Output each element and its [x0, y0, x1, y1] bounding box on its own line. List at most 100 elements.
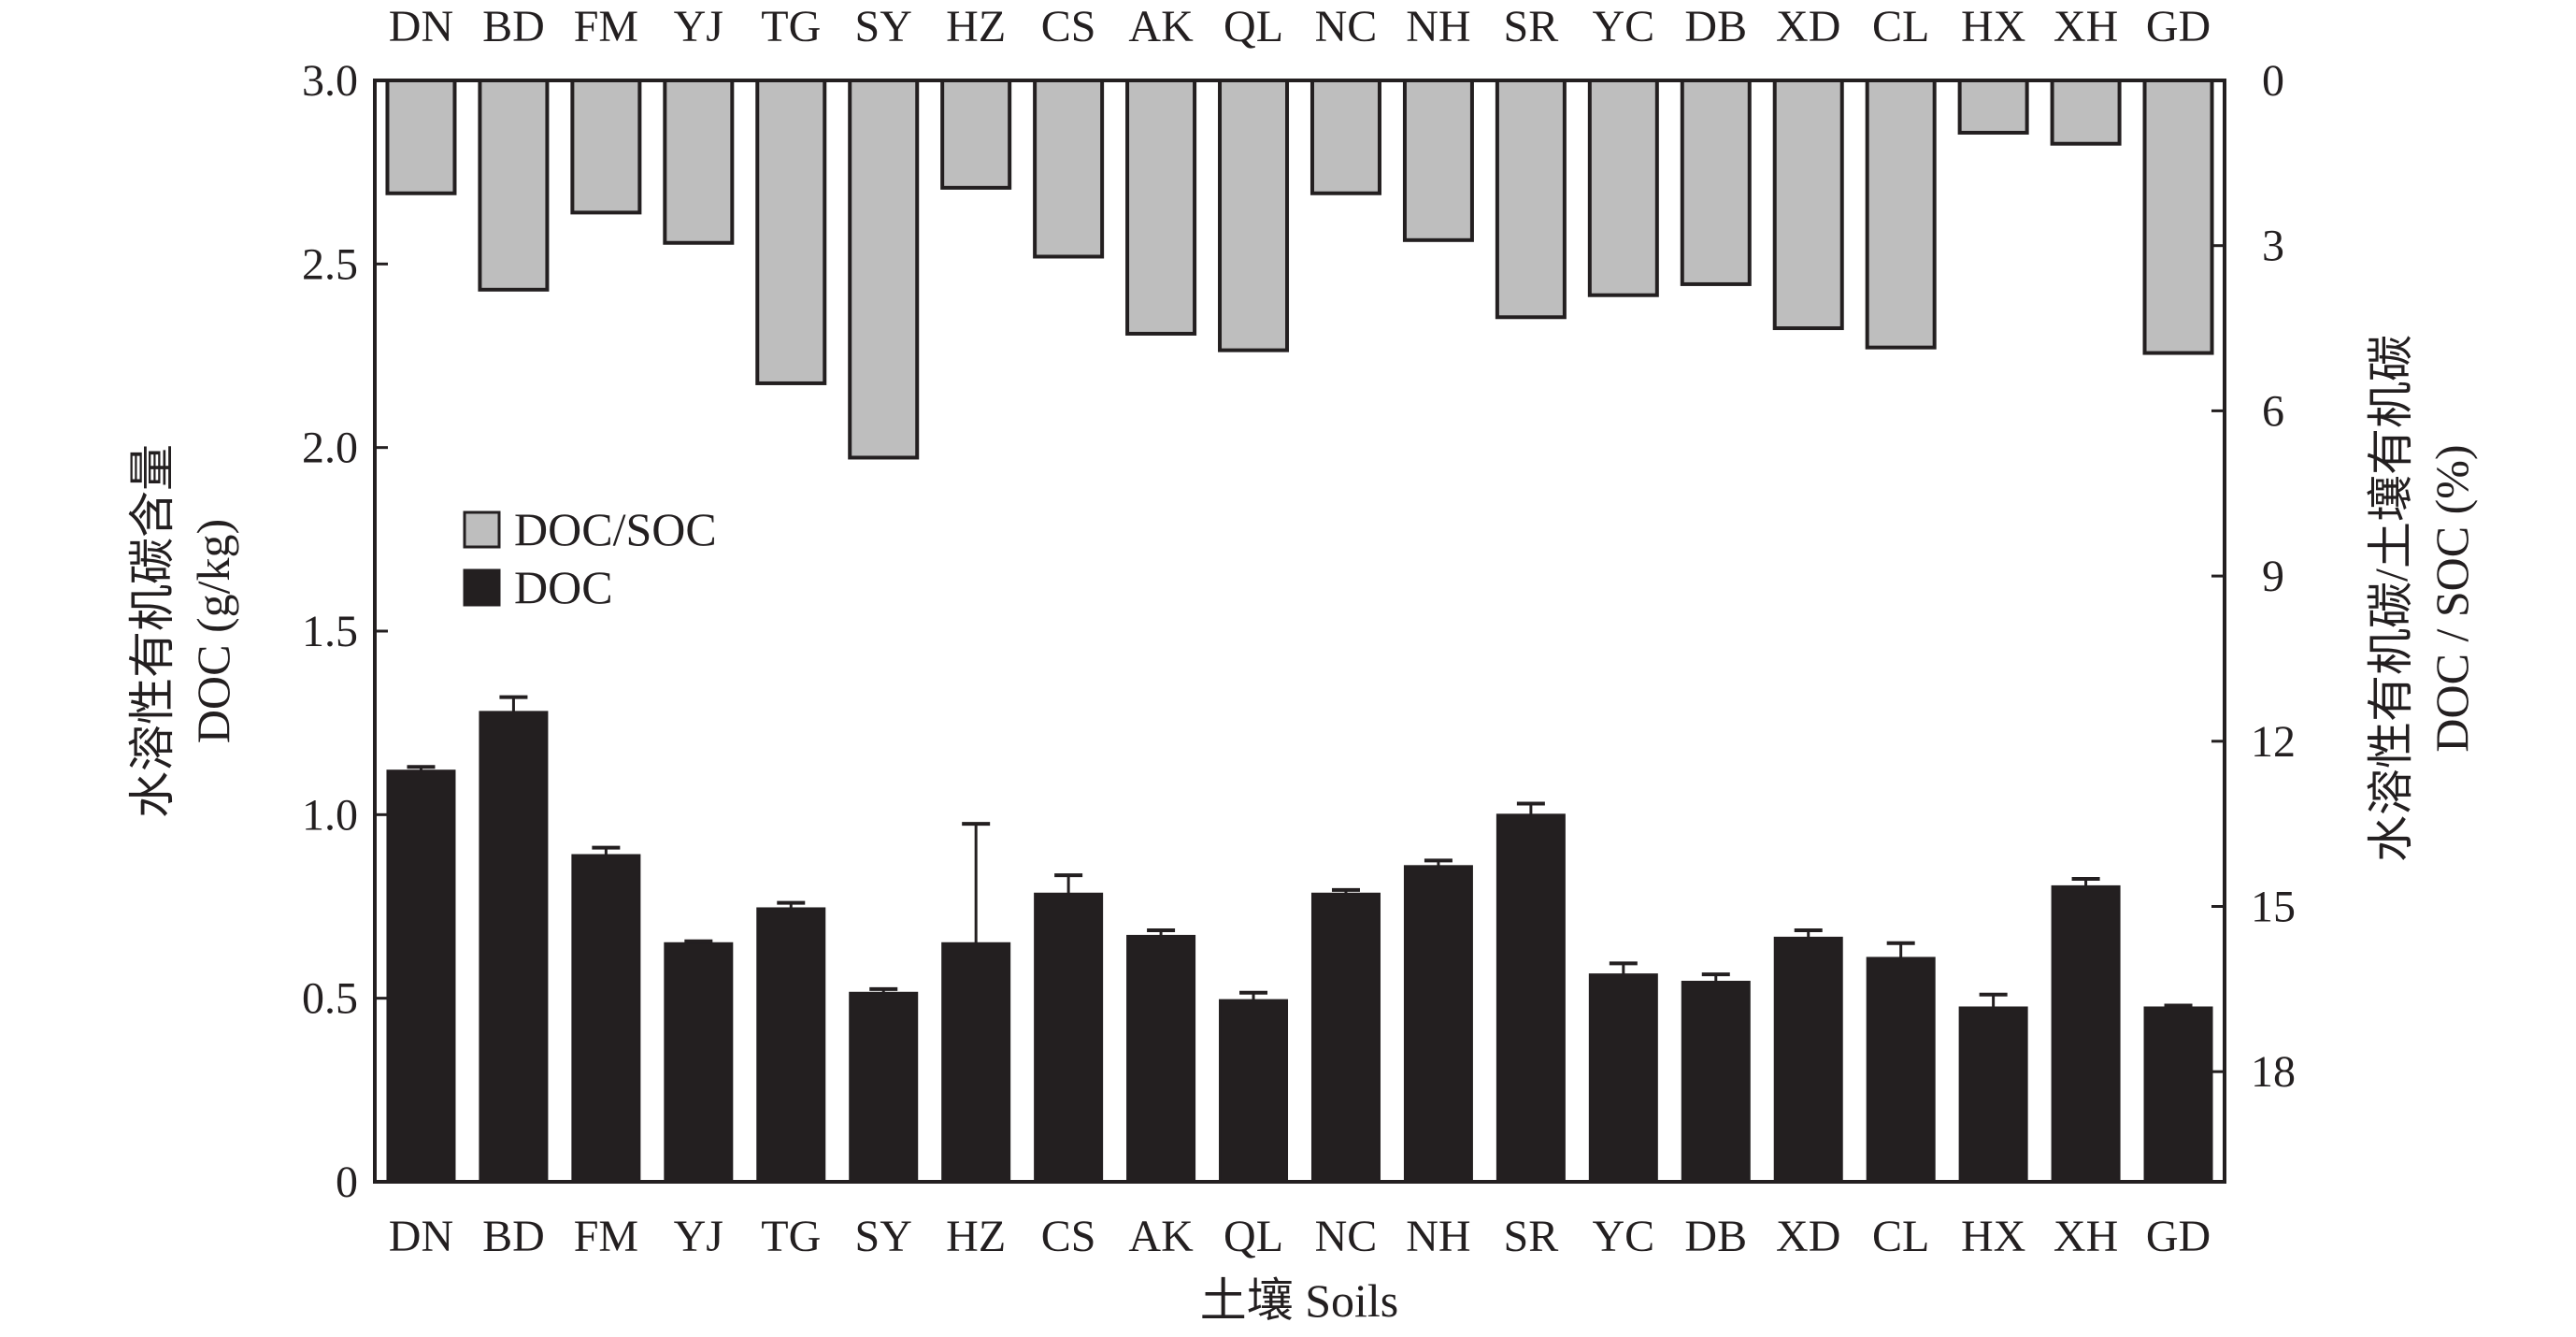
left-tick-label-1-5: 1.5 [302, 607, 358, 656]
doc-bar-sr [1496, 813, 1566, 1183]
bottom-category-label-xh: XH [2054, 1212, 2118, 1261]
doc-bar-xd [1773, 936, 1843, 1183]
doc-bar-cl [1866, 956, 1936, 1184]
left-tick-label-0-5: 0.5 [302, 974, 358, 1024]
doc-bar-cs [1034, 892, 1104, 1183]
doc-soc-bar-ak [1125, 79, 1197, 336]
left-tick-label-2-5: 2.5 [302, 239, 358, 289]
doc-soc-bar-gd [2142, 79, 2214, 355]
top-category-label-gd: GD [2146, 2, 2211, 51]
doc-soc-bar-sr [1495, 79, 1567, 320]
axes-group [373, 79, 2226, 1184]
bottom-category-label-sy: SY [855, 1212, 912, 1261]
doc-soc-bar-yj [663, 79, 735, 245]
bottom-category-label-fm: FM [574, 1212, 638, 1261]
doc-soc-bar-sy [848, 79, 920, 460]
bottom-category-label-dn: DN [389, 1212, 453, 1261]
doc-soc-bar-cs [1033, 79, 1105, 259]
doc-bar-nh [1403, 865, 1473, 1183]
top-category-label-sy: SY [855, 2, 912, 51]
bottom-category-label-db: DB [1684, 1212, 1747, 1261]
top-category-label-dn: DN [389, 2, 453, 51]
left-axis-ticks: 0 0.5 1.0 1.5 2.0 2.5 3.0 [302, 56, 388, 1207]
top-category-label-ql: QL [1224, 2, 1283, 51]
doc-soc-bar-nc [1309, 79, 1381, 195]
bottom-category-label-hx: HX [1961, 1212, 2025, 1261]
left-tick-label-1-0: 1.0 [302, 790, 358, 840]
doc-bar-yc [1588, 973, 1658, 1183]
right-tick-label-9: 9 [2262, 552, 2284, 601]
doc-bar-tg [756, 907, 826, 1183]
legend: DOC/SOC DOC [463, 503, 717, 613]
error-bars-group [407, 695, 2193, 1008]
doc-soc-bar-db [1680, 79, 1752, 286]
doc-bars-group [386, 711, 2213, 1184]
right-tick-label-15: 15 [2251, 883, 2296, 932]
x-axis-title: 土壤 Soils [1200, 1274, 1399, 1327]
right-tick-label-18: 18 [2251, 1047, 2296, 1097]
bottom-category-label-hz: HZ [946, 1212, 1006, 1261]
legend-swatch-doc [463, 568, 501, 607]
doc-soc-bar-hz [940, 79, 1012, 190]
right-axis-title-en: DOC / SOC (%) [2426, 444, 2478, 752]
legend-label-doc-soc: DOC/SOC [514, 503, 717, 555]
top-category-label-hx: HX [1961, 2, 2025, 51]
legend-swatch-doc-soc [463, 510, 501, 549]
doc-bar-xh [2051, 884, 2121, 1183]
right-tick-label-0: 0 [2262, 56, 2284, 106]
top-category-label-nh: NH [1406, 2, 1470, 51]
right-axis-title-cn: 水溶性有机碳/土壤有机碳 [2365, 335, 2417, 862]
doc-soc-bar-yc [1587, 79, 1659, 297]
top-category-label-bd: BD [482, 2, 545, 51]
top-category-label-fm: FM [574, 2, 638, 51]
bottom-category-label-ak: AK [1128, 1212, 1194, 1261]
doc-bar-fm [571, 854, 641, 1183]
doc-soc-bar-nh [1402, 79, 1474, 242]
left-tick-label-2-0: 2.0 [302, 424, 358, 473]
doc-soc-bar-tg [755, 79, 827, 385]
top-category-label-cl: CL [1872, 2, 1929, 51]
top-category-label-xd: XD [1776, 2, 1840, 51]
left-tick-label-3-0: 3.0 [302, 56, 358, 106]
top-category-label-cs: CS [1041, 2, 1096, 51]
bottom-category-label-cl: CL [1872, 1212, 1929, 1261]
doc-bar-gd [2143, 1006, 2213, 1183]
doc-soc-bar-fm [570, 79, 642, 215]
doc-soc-bar-cl [1865, 79, 1937, 350]
right-tick-label-12: 12 [2251, 717, 2296, 767]
doc-soc-bar-xh [2050, 79, 2122, 146]
bottom-category-label-nh: NH [1406, 1212, 1470, 1261]
right-tick-label-6: 6 [2262, 386, 2284, 436]
doc-bar-yj [664, 942, 734, 1183]
doc-soc-bar-xd [1772, 79, 1844, 331]
top-category-label-sr: SR [1504, 2, 1559, 51]
doc-soc-bar-bd [478, 79, 550, 292]
legend-label-doc: DOC [514, 561, 613, 613]
doc-bar-ak [1126, 934, 1196, 1183]
right-axis-ticks: 0 3 6 9 12 15 18 [2211, 56, 2296, 1097]
bottom-category-label-ql: QL [1224, 1212, 1283, 1261]
doc-soc-bar-dn [385, 79, 457, 195]
top-category-label-ak: AK [1128, 2, 1194, 51]
left-axis-title-cn: 水溶性有机碳含量 [126, 444, 179, 818]
bottom-category-label-nc: NC [1315, 1212, 1378, 1261]
doc-soc-bars-group [385, 79, 2214, 460]
doc-soc-bar-hx [1957, 79, 2029, 135]
top-category-label-db: DB [1684, 2, 1747, 51]
bottom-category-label-xd: XD [1776, 1212, 1840, 1261]
bottom-category-label-gd: GD [2146, 1212, 2211, 1261]
doc-bar-db [1681, 980, 1751, 1184]
left-axis-title-en: DOC (g/kg) [187, 519, 239, 743]
doc-bar-nc [1310, 892, 1381, 1183]
bottom-category-label-bd: BD [482, 1212, 545, 1261]
doc-bar-dn [386, 769, 456, 1183]
bottom-category-label-yc: YC [1592, 1212, 1654, 1261]
doc-bar-hz [941, 942, 1011, 1183]
top-category-label-hz: HZ [946, 2, 1006, 51]
top-category-label-nc: NC [1315, 2, 1378, 51]
top-category-label-yc: YC [1592, 2, 1654, 51]
top-category-label-xh: XH [2054, 2, 2118, 51]
doc-soc-bar-ql [1218, 79, 1290, 352]
